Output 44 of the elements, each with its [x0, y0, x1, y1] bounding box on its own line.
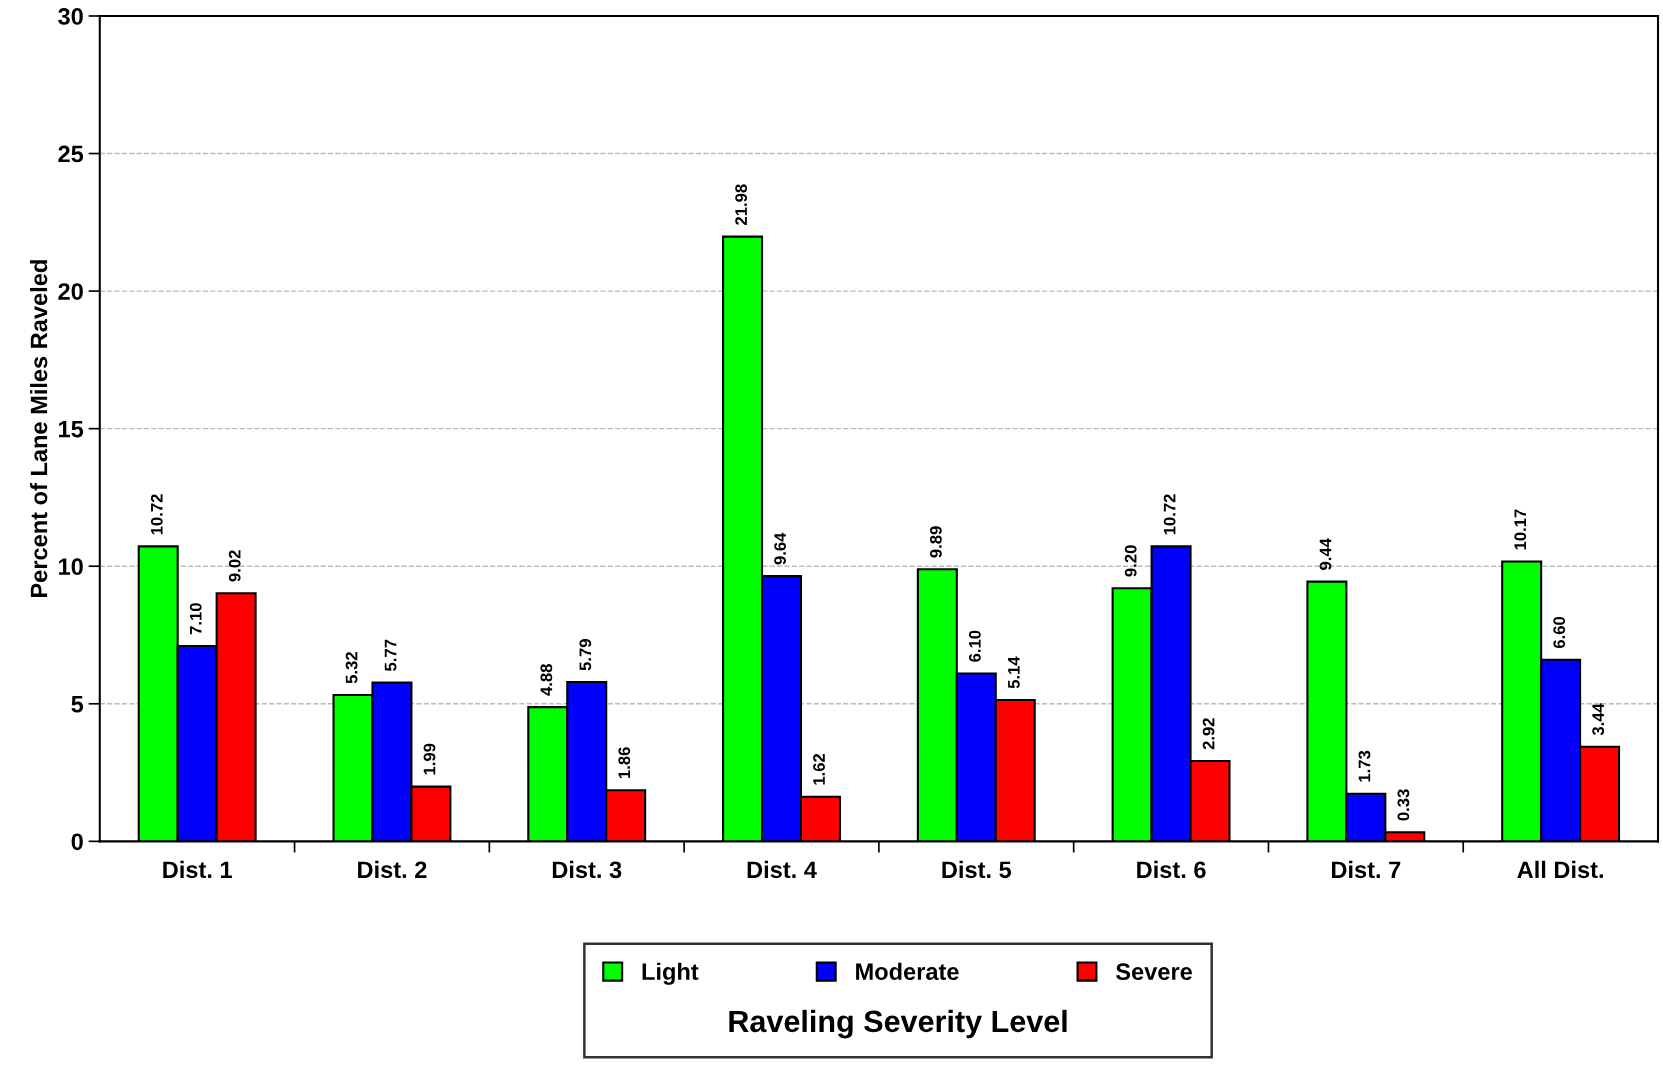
y-tick-label: 5	[71, 696, 84, 713]
data-label: 9.20	[1124, 545, 1137, 577]
x-tick-label: Dist. 3	[552, 860, 622, 879]
data-label: 5.77	[384, 639, 397, 671]
data-label: 5.32	[345, 652, 358, 684]
y-tick-label: 0	[71, 833, 83, 851]
x-tick-label: Dist. 1	[163, 860, 232, 879]
x-tick-label: Dist. 5	[942, 860, 1012, 879]
x-tick-label: Dist. 6	[1137, 860, 1206, 879]
x-tick-label: All Dist.	[1517, 860, 1603, 879]
data-label: 9.64	[774, 532, 786, 565]
data-label: 1.73	[1358, 750, 1371, 782]
y-tick-label: 15	[59, 420, 84, 438]
x-tick-label: Dist. 4	[747, 860, 817, 879]
data-label: 9.89	[930, 526, 942, 558]
data-label: 5.79	[579, 639, 592, 671]
data-label: 4.88	[540, 664, 553, 696]
data-label: 3.44	[1592, 703, 1605, 736]
data-label: 10.72	[150, 494, 163, 535]
data-label: 0.33	[1397, 789, 1410, 821]
data-label: 21.98	[735, 184, 748, 225]
y-tick-label: 20	[58, 283, 83, 300]
data-label: 9.02	[228, 550, 241, 582]
y-axis-title: Percent of Lane Miles Raveled	[29, 260, 48, 597]
y-tick-label: 30	[58, 8, 83, 25]
data-label: 6.10	[968, 630, 981, 662]
data-label: 9.44	[1319, 538, 1332, 570]
legend-label: Moderate	[856, 962, 959, 981]
legend-title: Raveling Severity Level	[729, 1009, 1067, 1039]
data-label: 7.10	[189, 603, 202, 635]
x-tick-label: Dist. 2	[358, 860, 427, 879]
data-label: 6.60	[1553, 616, 1566, 649]
y-tick-label: 10	[59, 558, 83, 576]
data-label: 2.92	[1202, 718, 1215, 750]
legend-label: Light	[642, 962, 699, 985]
legend-label: Severe	[1116, 963, 1192, 981]
data-label: 5.14	[1008, 656, 1020, 689]
data-label: 1.99	[423, 743, 436, 775]
data-label: 1.62	[813, 753, 825, 785]
x-tick-label: Dist. 7	[1332, 860, 1401, 879]
data-label: 1.86	[618, 747, 631, 779]
data-label: 10.17	[1514, 509, 1527, 550]
data-label: 10.72	[1163, 494, 1176, 535]
y-tick-label: 25	[58, 145, 84, 163]
